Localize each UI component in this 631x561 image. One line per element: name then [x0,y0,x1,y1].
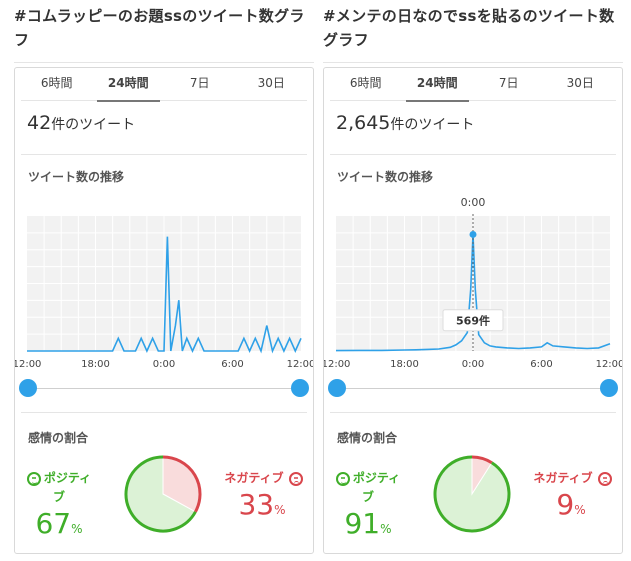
range-tabs: 6時間 24時間 7日 30日 [330,68,616,102]
x-tick-label: 6:00 [221,359,243,370]
title-divider [14,62,314,63]
range-slider-track [336,388,610,389]
negative-label: ネガティブ [224,471,284,485]
tweet-count-unit: 件のツイート [51,117,136,133]
negative-label: ネガティブ [533,471,593,485]
divider [330,412,616,413]
x-tick-label: 12:00 [15,359,41,370]
title-divider [323,62,623,63]
trend-label: ツイート数の推移 [28,170,125,184]
x-tick-label: 6:00 [530,359,552,370]
x-tick-label: 0:00 [153,359,175,370]
x-tick-label: 12:00 [287,359,313,370]
stats-card: 6時間 24時間 7日 30日 2,645件のツイート ツイート数の推移 12:… [323,67,623,554]
panel-title: #メンテの日なのでssを貼るのツイート数グラフ [323,7,615,49]
positive-percent: 67 [35,507,72,540]
sentiment-section: ポジティブ 91% ネガティブ 9% [324,452,622,542]
tweet-trend-chart: 12:00 18:00 0:00 6:00 12:00 [15,216,313,370]
tweet-count: 2,645件のツイート [336,112,474,134]
sentiment-pie-chart [124,455,202,533]
tab-30d[interactable]: 30日 [257,76,285,90]
tooltip-box [442,309,504,332]
x-tick-label: 18:00 [390,359,419,370]
x-tick-label: 12:00 [324,359,350,370]
range-slider-end-handle[interactable] [600,379,618,397]
tab-6h[interactable]: 6時間 [40,76,73,90]
series-line [335,234,611,352]
range-slider-track [27,388,301,389]
x-tick-label: 18:00 [81,359,110,370]
range-tabs: 6時間 24時間 7日 30日 [21,68,307,102]
tab-7d[interactable]: 7日 [189,76,210,90]
hover-point [469,230,477,238]
x-tick-label: 12:00 [596,359,622,370]
percent-unit: % [380,522,392,536]
positive-stat: ポジティブ 67% [21,467,97,546]
tab-6h[interactable]: 6時間 [349,76,382,90]
smile-icon [26,472,41,486]
trend-label: ツイート数の推移 [337,170,434,184]
divider [21,154,307,155]
smile-icon [335,472,350,486]
tooltip-value: 569件 [456,314,490,328]
percent-unit: % [274,503,286,517]
sentiment-label: 感情の割合 [28,431,89,445]
range-slider-start-handle[interactable] [19,379,37,397]
negative-percent: 33 [238,488,275,521]
sentiment-section: ポジティブ 67% ネガティブ 33% [15,452,313,542]
tweet-count-unit: 件のツイート [390,117,475,133]
frown-icon [288,472,303,486]
panel-hashtag-2: #メンテの日なのでssを貼るのツイート数グラフ 6時間 24時間 7日 30日 … [323,0,623,554]
positive-percent: 91 [344,507,381,540]
tab-30d[interactable]: 30日 [566,76,594,90]
percent-unit: % [574,503,586,517]
positive-ring [124,455,197,533]
negative-stat: ネガティブ 9% [528,467,614,527]
series-line [27,236,302,354]
percent-unit: % [71,522,83,536]
x-tick-label: 0:00 [462,359,484,370]
sentiment-label: 感情の割合 [337,431,398,445]
panel-hashtag-1: #コムラッピーのお題ssのツイート数グラフ 6時間 24時間 7日 30日 42… [14,0,314,554]
tab-7d[interactable]: 7日 [498,76,519,90]
range-slider-end-handle[interactable] [291,379,309,397]
tweet-trend-chart: 12:00 18:00 0:00 6:00 12:00 0:00 569件 [324,196,622,370]
panel-title: #コムラッピーのお題ssのツイート数グラフ [14,7,305,49]
negative-ring [162,455,202,513]
positive-stat: ポジティブ 91% [330,467,406,546]
tweet-count-value: 2,645 [336,112,391,134]
sentiment-pie-chart [433,455,511,533]
negative-stat: ネガティブ 33% [219,467,305,527]
negative-ring [471,455,493,465]
frown-icon [597,472,612,486]
tweet-count-value: 42 [27,112,52,134]
range-slider-start-handle[interactable] [328,379,346,397]
positive-ring [433,455,511,533]
negative-percent: 9 [556,488,575,521]
divider [330,154,616,155]
hover-time-label: 0:00 [461,196,486,209]
tab-24h[interactable]: 24時間 [93,68,165,102]
tab-24h[interactable]: 24時間 [402,68,474,102]
positive-label: ポジティブ [43,471,92,504]
stats-card: 6時間 24時間 7日 30日 42件のツイート ツイート数の推移 12:00 1… [14,67,314,554]
divider [21,412,307,413]
positive-label: ポジティブ [352,471,401,504]
tweet-count: 42件のツイート [27,112,135,134]
